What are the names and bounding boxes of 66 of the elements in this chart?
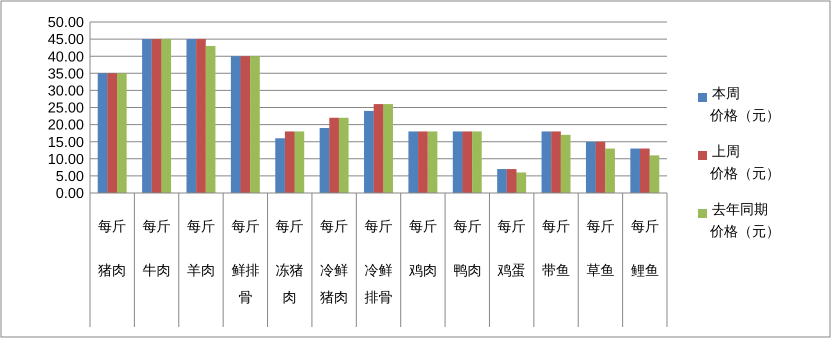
bar [383, 104, 393, 193]
bar [186, 39, 196, 193]
y-tick-label: 5.00 [56, 168, 84, 185]
bar [329, 118, 339, 193]
bar [294, 131, 304, 193]
bar [250, 56, 260, 193]
bar [161, 39, 172, 193]
bar [640, 148, 650, 193]
category-label: 每斤冷鲜排骨 [364, 218, 392, 305]
category-label: 每斤冻猪肉 [276, 218, 304, 305]
bar [516, 172, 526, 193]
bar [452, 131, 462, 193]
bar [142, 39, 152, 193]
category-label: 每斤牛肉 [142, 218, 171, 278]
bar [586, 142, 596, 193]
y-tick-label: 20.00 [48, 118, 84, 134]
bar [338, 118, 349, 193]
y-tick-label: 30.00 [48, 83, 84, 100]
bar [560, 134, 571, 193]
bar [605, 148, 615, 193]
y-tick-label: 50.00 [48, 15, 84, 32]
bar [230, 56, 241, 193]
bar [206, 46, 216, 193]
bar [551, 131, 561, 193]
bar [596, 142, 606, 193]
bar [428, 131, 438, 193]
y-tick-label: 0.00 [56, 186, 84, 202]
bar [320, 128, 330, 193]
bar [284, 131, 295, 193]
bar [472, 131, 482, 193]
bar [275, 138, 285, 193]
bar [650, 155, 660, 193]
category-label: 每斤带鱼 [542, 218, 570, 278]
bar [506, 169, 516, 193]
bar [408, 131, 418, 193]
category-label: 每斤鸭肉 [453, 218, 482, 278]
bar [98, 73, 108, 193]
bar [117, 73, 127, 193]
category-label: 每斤鲤鱼 [630, 218, 659, 278]
y-tick-label: 45.00 [48, 32, 84, 48]
category-label: 每斤鸡肉 [408, 218, 437, 278]
legend-label: 上周价格（元） [709, 143, 780, 181]
y-tick-label: 15.00 [48, 134, 84, 151]
category-label: 每斤草鱼 [586, 218, 614, 278]
category-label: 每斤冷鲜猪肉 [320, 218, 348, 305]
bar [364, 110, 374, 193]
category-label: 每斤鲜排骨 [231, 218, 260, 305]
bar [240, 56, 250, 193]
bar [196, 39, 206, 193]
bar [630, 148, 640, 193]
bar [107, 73, 118, 193]
y-tick-label: 10.00 [48, 152, 84, 168]
bar [542, 131, 552, 193]
bar [497, 169, 507, 193]
bar [152, 39, 162, 193]
bar [462, 131, 472, 193]
legend-label: 本周价格（元） [709, 85, 780, 123]
y-tick-label: 35.00 [48, 66, 84, 82]
category-label: 每斤羊肉 [186, 218, 215, 278]
category-label: 每斤猪肉 [98, 218, 126, 278]
y-tick-label: 40.00 [48, 49, 84, 66]
y-tick-label: 25.00 [48, 100, 84, 117]
legend-label: 去年同期价格（元） [709, 201, 780, 239]
bar [418, 131, 428, 193]
bar [374, 104, 384, 193]
category-label: 每斤鸡蛋 [498, 218, 526, 278]
